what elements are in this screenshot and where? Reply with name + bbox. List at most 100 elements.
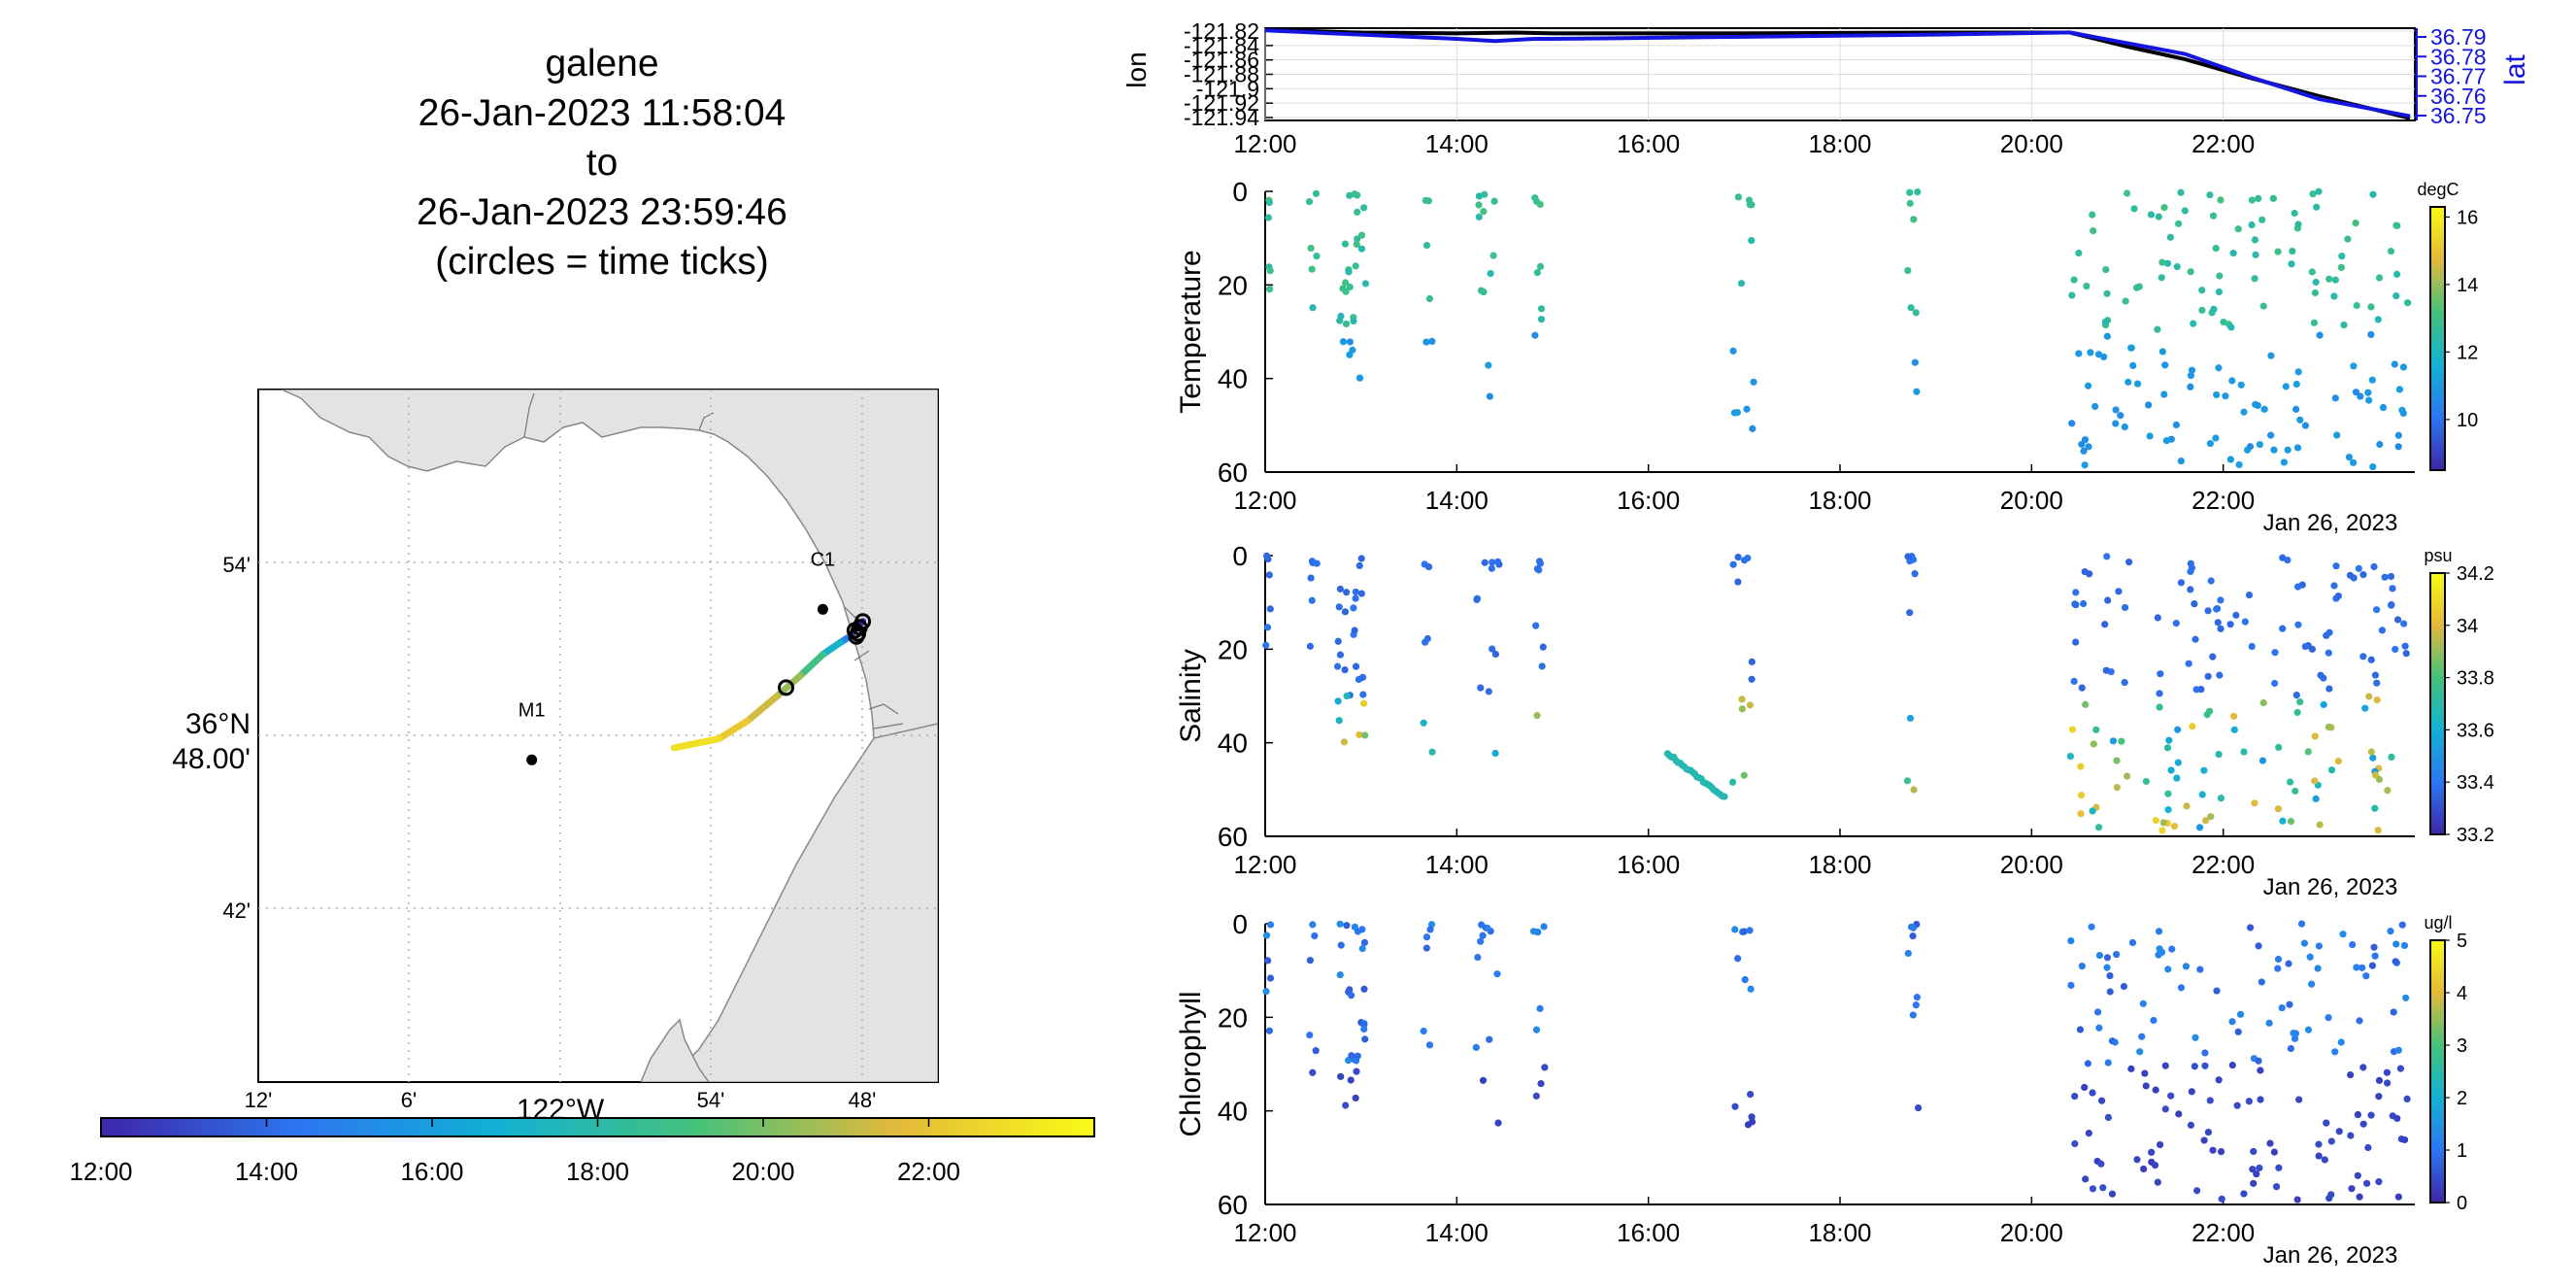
data-point (2367, 748, 2375, 756)
data-point (1737, 280, 1746, 288)
data-point (2089, 211, 2096, 219)
data-point (1357, 555, 1365, 562)
data-point (1484, 924, 1491, 932)
data-point (2393, 616, 2402, 624)
data-point (1911, 358, 1919, 366)
data-point (2229, 250, 2237, 257)
data-point (2292, 380, 2300, 389)
data-point (2371, 804, 2379, 812)
data-point (2115, 588, 2123, 595)
data-point (2133, 380, 2142, 388)
data-point (2258, 757, 2267, 764)
data-point (1359, 691, 1367, 698)
lonlat-x-tick-label: 14:00 (1425, 129, 1489, 158)
data-point (1906, 199, 1914, 208)
data-point (2120, 982, 2128, 991)
data-point (2309, 190, 2317, 198)
data-point (2267, 431, 2275, 439)
data-point (2146, 432, 2154, 440)
data-point (1485, 688, 1492, 695)
data-point (1721, 793, 1728, 800)
data-point (2095, 1024, 2103, 1032)
data-point (1341, 608, 1350, 616)
data-point (2187, 268, 2194, 276)
data-point (1910, 786, 1918, 794)
colorbar-tick-label: 0 (2457, 1193, 2467, 1214)
data-point (2142, 777, 2150, 786)
data-point (2172, 421, 2180, 429)
data-point (1355, 374, 1364, 382)
data-point (2206, 191, 2214, 199)
start-time: 26-Jan-2023 11:58:04 (418, 92, 786, 134)
data-point (2362, 972, 2370, 980)
data-point (1479, 1076, 1488, 1084)
data-point (2164, 790, 2172, 797)
data-point (1481, 559, 1489, 566)
data-point (1733, 408, 1741, 417)
data-point (1357, 245, 1366, 253)
data-point (1913, 994, 1922, 1001)
data-point (2092, 726, 2100, 733)
data-point (1335, 603, 1343, 611)
data-point (2381, 573, 2389, 581)
data-point (2367, 656, 2375, 663)
track-segment (796, 651, 826, 679)
data-point (1342, 320, 1351, 328)
data-point (1352, 262, 1359, 270)
data-point (2365, 693, 2373, 700)
data-point (1475, 201, 1483, 209)
data-point (2256, 1164, 2263, 1172)
x-tick-label: 22:00 (2191, 1218, 2255, 1247)
data-point (2188, 564, 2196, 572)
colorbar-tick-label: 2 (2457, 1088, 2467, 1109)
data-point (2101, 621, 2109, 628)
data-point (2217, 625, 2225, 632)
data-point (2078, 440, 2086, 449)
data-point (2378, 627, 2387, 634)
data-point (2387, 572, 2395, 581)
data-point (2265, 1019, 2273, 1027)
data-point (2373, 679, 2381, 687)
data-point (2331, 1048, 2339, 1056)
data-point (2160, 390, 2168, 398)
data-point (2077, 792, 2086, 799)
data-point (1360, 1025, 1368, 1034)
data-point (2297, 920, 2306, 928)
data-point (1336, 920, 1344, 928)
data-point (2185, 660, 2192, 667)
data-point (2339, 931, 2347, 938)
data-point (1358, 945, 1366, 953)
data-point (2187, 586, 2194, 593)
data-point (2209, 212, 2218, 220)
colorbar-tick-label: 33.2 (2457, 825, 2494, 846)
data-point (2270, 446, 2278, 454)
data-point (1351, 190, 1358, 198)
lon-tick-label: -121.84 (1184, 33, 1259, 58)
data-point (2314, 965, 2322, 972)
data-point (2191, 1063, 2198, 1070)
data-point (2154, 1178, 2161, 1186)
data-point (2367, 1111, 2375, 1119)
data-point (2084, 1060, 2091, 1068)
data-point (2287, 1044, 2294, 1053)
data-point (1907, 923, 1916, 931)
data-point (2104, 1113, 2112, 1121)
data-point (2217, 1147, 2225, 1156)
data-point (1352, 588, 1359, 596)
platform-name: galene (545, 43, 659, 85)
data-point (2113, 784, 2121, 792)
data-point (2155, 928, 2163, 935)
end-time: 26-Jan-2023 23:59:46 (417, 191, 787, 233)
data-point (1538, 662, 1546, 670)
data-point (2387, 248, 2395, 255)
data-point (2392, 958, 2399, 966)
data-point (1536, 200, 1544, 209)
data-point (2241, 618, 2249, 626)
time-colorbar-tick-label: 20:00 (731, 1157, 794, 1186)
data-point (1494, 558, 1502, 565)
data-point (2330, 582, 2338, 590)
data-point (2081, 1083, 2089, 1092)
data-point (2068, 726, 2077, 733)
data-point (2123, 772, 2131, 780)
data-point (2279, 817, 2287, 825)
